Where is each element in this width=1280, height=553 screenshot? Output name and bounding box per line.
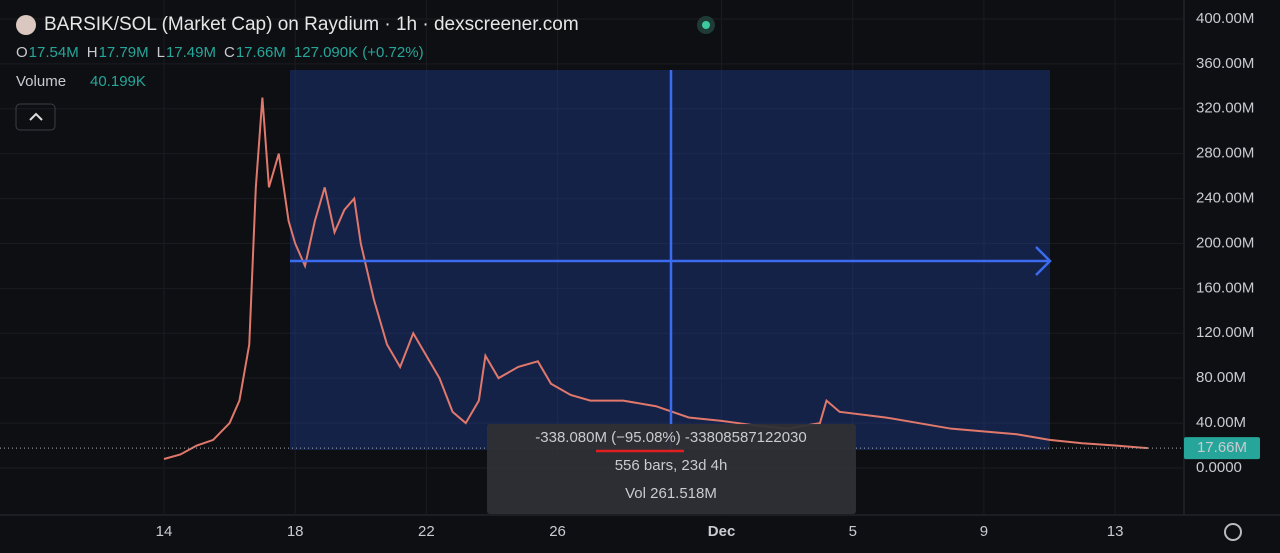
y-tick-label: 320.00M [1196, 100, 1254, 117]
volume-value: 40.199K [90, 73, 146, 90]
grid [0, 0, 1184, 515]
y-tick-label: 360.00M [1196, 55, 1254, 72]
price-label: 17.66M [1197, 439, 1247, 456]
price-label-bg [1184, 437, 1260, 460]
ohlc-value: 17.49M [166, 44, 216, 61]
ohlc: O 17.54M H 17.79M L 17.49M C 17.66M 127.090K (+0… [16, 44, 424, 61]
ohlc-value: 17.79M [99, 44, 149, 61]
measure-bars: 556 bars, 23d 4h [615, 457, 728, 474]
price-line [163, 97, 1149, 460]
y-tick-label: 120.00M [1196, 324, 1254, 341]
x-tick-label: Dec [708, 523, 736, 540]
measure-arrow [1035, 246, 1052, 276]
x-tick-label: 9 [980, 523, 988, 540]
y-tick-label: 280.00M [1196, 145, 1254, 162]
x-tick-label: 26 [549, 523, 566, 540]
title: BARSIK/SOL (Market Cap) on Raydium · 1h … [44, 14, 579, 35]
x-tick-label: 22 [418, 523, 435, 540]
ohlc-key: O [16, 44, 28, 61]
y-tick-label: 80.00M [1196, 369, 1246, 386]
measure-change: -338.080M (−95.08%) -33808587122030 [535, 429, 806, 446]
y-tick-label: 160.00M [1196, 279, 1254, 296]
ohlc-change: 127.090K (+0.72%) [294, 44, 424, 61]
ohlc-key: L [157, 44, 165, 61]
axes: 0.0000 40.00M 80.00M 120.00M 160.00M 200.00M 2… [156, 10, 1260, 540]
x-tick-label: 14 [156, 523, 173, 540]
volume-label: Volume [16, 73, 66, 90]
collapse-icon [29, 112, 43, 121]
token-icon [16, 15, 36, 35]
ohlc-value: 17.66M [236, 44, 286, 61]
x-tick-label: 5 [849, 523, 857, 540]
y-tick-label: 240.00M [1196, 190, 1254, 207]
x-tick-label: 18 [287, 523, 304, 540]
y-tick-label: 200.00M [1196, 234, 1254, 251]
y-tick-label: 0.0000 [1196, 459, 1242, 476]
x-tick-label: 13 [1107, 523, 1124, 540]
measure-volume: Vol 261.518M [625, 485, 717, 502]
y-tick-label: 40.00M [1196, 414, 1246, 431]
collapse-button[interactable] [15, 103, 56, 131]
ohlc-key: C [224, 44, 235, 61]
y-tick-label: 400.00M [1196, 10, 1254, 27]
settings-icon[interactable] [1224, 523, 1242, 541]
measure-box [487, 424, 856, 514]
ohlc-key: H [87, 44, 98, 61]
status-dot [702, 21, 710, 29]
ohlc-value: 17.54M [29, 44, 79, 61]
